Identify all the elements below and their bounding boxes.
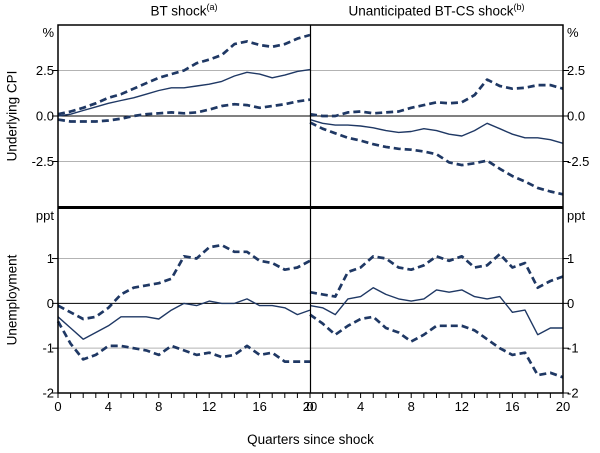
x-tick-label: 16	[505, 399, 519, 414]
y-axis-unit-percent-right: %	[567, 25, 579, 40]
y-tick-label-left: 1	[47, 251, 54, 266]
lower-confidence-band-line	[309, 121, 564, 196]
y-tick-label-right: -1	[567, 341, 579, 356]
y-tick-label-left: -2.5	[32, 154, 54, 169]
y-tick-label-left: -1	[42, 341, 54, 356]
row-label-unemployment: Unemployment	[4, 254, 20, 346]
y-tick-label-right: 0.0	[567, 109, 585, 124]
central-estimate-line	[57, 68, 311, 117]
y-tick-label-left: 0.0	[36, 109, 54, 124]
x-tick-label: 8	[408, 399, 415, 414]
y-axis-unit-percent-left: %	[42, 25, 54, 40]
x-tick-label: 12	[455, 399, 469, 414]
y-axis-unit-ppt-right: ppt	[567, 208, 586, 223]
x-tick-label: 0	[306, 399, 313, 414]
y-tick-label-right: -2.5	[567, 154, 589, 169]
y-tick-label-right: 2.5	[567, 63, 585, 78]
row-label-underlying-cpi: Underlying CPI	[4, 70, 20, 162]
footnote-marker-b: (b)	[513, 2, 525, 12]
y-tick-label-right: -2	[567, 386, 579, 401]
upper-confidence-band-line	[57, 243, 311, 321]
y-tick-label-right: 0	[567, 296, 574, 311]
lower-confidence-band-line	[56, 320, 310, 363]
panel-title-bt-shock: BT shock(a)	[58, 2, 310, 20]
lower-confidence-band-line	[309, 313, 564, 379]
central-estimate-line	[57, 298, 311, 340]
x-tick-label: 8	[155, 399, 162, 414]
y-tick-label-left: -2	[42, 386, 54, 401]
x-tick-label: 4	[105, 399, 112, 414]
x-tick-label: 0	[54, 399, 61, 414]
panel-title-btcs-shock: Unanticipated BT-CS shock(b)	[310, 2, 563, 20]
x-tick-label: 20	[556, 399, 570, 414]
x-tick-label: 16	[252, 399, 266, 414]
upper-confidence-band-line	[57, 33, 311, 116]
panel-title-text: Unanticipated BT-CS shock	[348, 3, 514, 19]
y-axis-unit-ppt-left: ppt	[35, 208, 54, 223]
y-tick-label-left: 0	[47, 296, 54, 311]
upper-confidence-band-line	[309, 252, 564, 298]
y-tick-label-right: 1	[567, 251, 574, 266]
lower-confidence-band-line	[57, 98, 311, 123]
x-tick-label: 4	[357, 399, 364, 414]
footnote-marker-a: (a)	[206, 2, 218, 12]
x-tick-label: 12	[202, 399, 216, 414]
central-estimate-line	[309, 118, 564, 144]
x-tick-label: 20	[303, 399, 317, 414]
x-axis-title: Quarters since shock	[247, 432, 374, 447]
upper-confidence-band-line	[309, 78, 564, 118]
central-estimate-line	[309, 287, 563, 336]
y-tick-label-left: 2.5	[36, 63, 54, 78]
panel-title-text: BT shock	[150, 3, 207, 19]
